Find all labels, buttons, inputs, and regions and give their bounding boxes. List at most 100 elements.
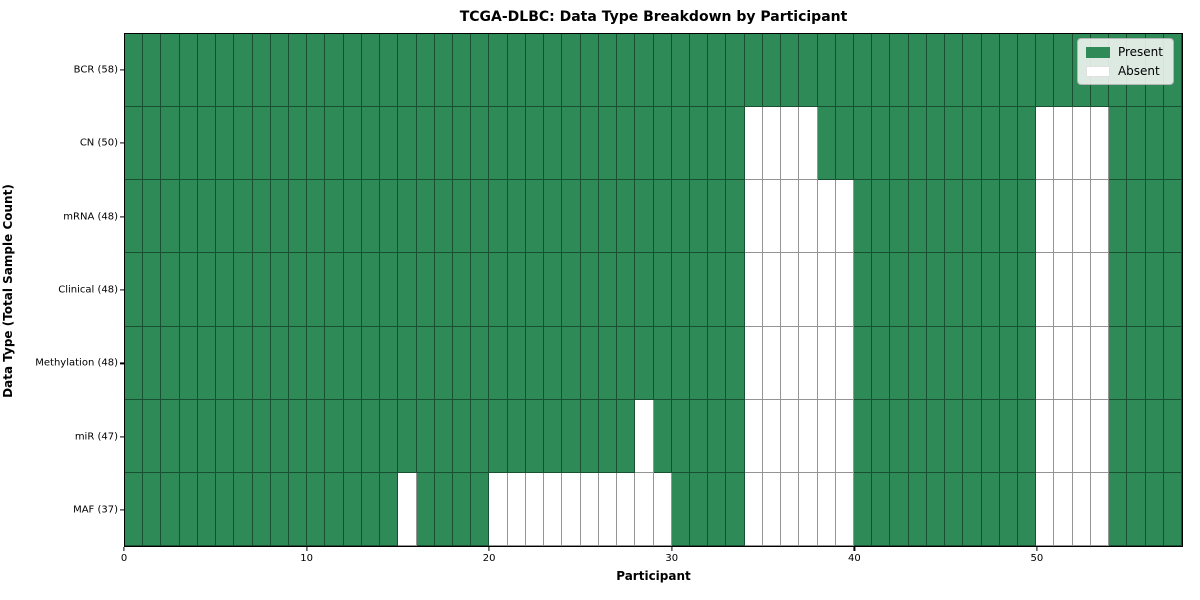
heatmap-cell (234, 472, 253, 546)
heatmap-cell (507, 253, 526, 327)
heatmap-cell (635, 180, 654, 254)
heatmap-cell (161, 253, 180, 327)
heatmap-cell (453, 326, 472, 400)
heatmap-cell (926, 253, 946, 327)
heatmap-cell (981, 253, 1000, 327)
heatmap-cell (434, 34, 454, 108)
heatmap-cell (598, 326, 618, 400)
x-axis-label: Participant (616, 569, 691, 583)
heatmap-cell (1127, 326, 1146, 400)
heatmap-cell (1163, 107, 1182, 181)
heatmap-cell (1090, 472, 1110, 546)
heatmap-cell (890, 326, 909, 400)
heatmap-cell (361, 180, 381, 254)
heatmap-cell (653, 180, 672, 254)
heatmap-cell (361, 107, 381, 181)
heatmap-cell (817, 34, 836, 108)
heatmap-cell (853, 180, 873, 254)
heatmap-cell (361, 253, 381, 327)
heatmap-cell (489, 472, 508, 546)
heatmap-cell (726, 107, 745, 181)
heatmap-cell (781, 399, 800, 473)
heatmap-cell (252, 326, 271, 400)
heatmap-cell (525, 180, 545, 254)
heatmap-cell (416, 326, 435, 400)
heatmap-cell (398, 253, 417, 327)
heatmap-cell (197, 107, 217, 181)
chart-title: TCGA-DLBC: Data Type Breakdown by Partic… (459, 9, 848, 25)
heatmap-cell (999, 34, 1018, 108)
heatmap-cell (872, 180, 891, 254)
heatmap-cell (963, 253, 982, 327)
heatmap-cell (1163, 399, 1182, 473)
heatmap-cell (471, 180, 490, 254)
heatmap-cell (471, 34, 490, 108)
heatmap-cell (1109, 472, 1128, 546)
heatmap-cell (617, 107, 636, 181)
y-tick-label: CN (50) (79, 137, 118, 149)
heatmap-cell (525, 399, 545, 473)
heatmap-cell (453, 180, 472, 254)
heatmap-cell (799, 180, 818, 254)
heatmap-cell (999, 253, 1018, 327)
heatmap-cell (617, 472, 636, 546)
heatmap-cell (781, 326, 800, 400)
heatmap-cell (1109, 326, 1128, 400)
heatmap-cell (1054, 107, 1073, 181)
heatmap-cell (1017, 253, 1037, 327)
heatmap-cell (416, 107, 435, 181)
heatmap-cell (653, 472, 672, 546)
heatmap-cell (1036, 107, 1055, 181)
heatmap-cell (234, 34, 253, 108)
heatmap-cell (216, 326, 235, 400)
heatmap-cell (562, 253, 581, 327)
heatmap-cell (945, 326, 964, 400)
heatmap-cell (799, 253, 818, 327)
heatmap-cell (216, 180, 235, 254)
heatmap-cell (143, 107, 162, 181)
heatmap-cell (125, 399, 144, 473)
heatmap-cell (890, 34, 909, 108)
heatmap-cell (1109, 107, 1128, 181)
heatmap-cell (817, 180, 836, 254)
heatmap-cell (398, 326, 417, 400)
heatmap-cell (817, 107, 836, 181)
heatmap-cell (125, 253, 144, 327)
heatmap-cell (963, 399, 982, 473)
heatmap-cell (708, 399, 727, 473)
heatmap-cell (161, 472, 180, 546)
heatmap-cell (762, 399, 782, 473)
heatmap-cell (835, 34, 854, 108)
heatmap-cell (1090, 107, 1110, 181)
heatmap-cell (981, 34, 1000, 108)
heatmap-cell (653, 253, 672, 327)
heatmap-cell (744, 34, 763, 108)
heatmap-cell (343, 399, 362, 473)
heatmap-cell (963, 107, 982, 181)
heatmap-cell (161, 399, 180, 473)
heatmap-cell (507, 34, 526, 108)
heatmap-cell (179, 472, 198, 546)
heatmap-cell (945, 253, 964, 327)
heatmap-cell (1163, 253, 1182, 327)
heatmap-cell (872, 34, 891, 108)
heatmap-cell (708, 472, 727, 546)
heatmap-cell (872, 472, 891, 546)
heatmap-cell (963, 472, 982, 546)
heatmap-cell (726, 34, 745, 108)
heatmap-cell (544, 253, 563, 327)
heatmap-cell (562, 34, 581, 108)
heatmap-cell (689, 472, 709, 546)
heatmap-cell (1036, 253, 1055, 327)
heatmap-cell (434, 472, 454, 546)
heatmap-cell (525, 326, 545, 400)
heatmap-cell (343, 253, 362, 327)
heatmap-cell (853, 107, 873, 181)
heatmap-cell (580, 180, 599, 254)
heatmap-cell (1054, 472, 1073, 546)
heatmap-cell (1127, 180, 1146, 254)
heatmap-cell (270, 107, 290, 181)
heatmap-cell (1163, 180, 1182, 254)
heatmap-cell (817, 253, 836, 327)
